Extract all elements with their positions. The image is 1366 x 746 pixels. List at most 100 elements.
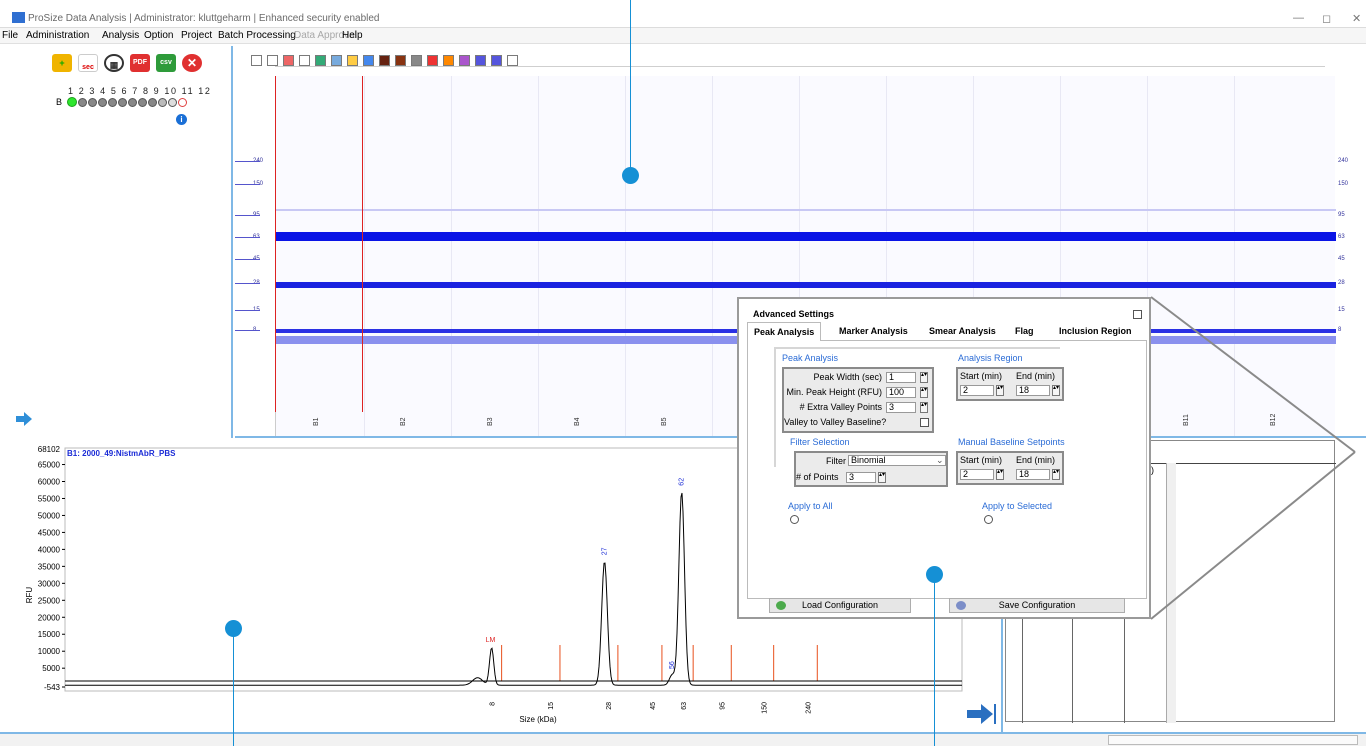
gel-tool-icon[interactable]	[411, 55, 422, 66]
well-b9[interactable]	[148, 97, 158, 107]
well-b1[interactable]	[67, 97, 78, 107]
close-window-button[interactable]: ✕	[1352, 13, 1362, 25]
gel-tool-icon[interactable]	[475, 55, 486, 66]
y-tick-label: 5000	[42, 664, 60, 673]
minimize-button[interactable]: —	[1293, 12, 1304, 24]
menu-batch-processing[interactable]: Batch Processing	[218, 30, 296, 41]
lane-divider	[712, 76, 713, 436]
x-tick-label: 63	[681, 702, 688, 710]
table-scrollbar[interactable]	[1166, 463, 1176, 723]
peak-icon[interactable]	[507, 55, 518, 66]
menu-data-approval: Data Approval	[294, 30, 357, 41]
tab-smear-analysis[interactable]: Smear Analysis	[929, 326, 996, 336]
peak-width-input[interactable]: 1	[886, 372, 916, 383]
tab-flag[interactable]: Flag	[1015, 326, 1034, 336]
pdf-export-icon[interactable]: PDF	[130, 54, 150, 72]
gel-tool-icon[interactable]	[395, 55, 406, 66]
baseline-start-input[interactable]: 2	[960, 469, 994, 480]
x-tick-label: 45	[650, 702, 657, 710]
gel-tool-icon[interactable]	[427, 55, 438, 66]
lane-selection-line[interactable]	[275, 76, 276, 412]
region-end-input[interactable]: 18	[1016, 385, 1050, 396]
csv-export-icon[interactable]: csv	[156, 54, 176, 72]
y-tick-label: 40000	[38, 545, 61, 554]
points-spinner[interactable]: ▴▾	[878, 472, 886, 483]
region-start-input[interactable]: 2	[960, 385, 994, 396]
menu-file[interactable]: File	[2, 30, 19, 41]
refresh-icon	[776, 601, 786, 610]
y-tick-label: 55000	[38, 494, 61, 503]
tab-peak-analysis[interactable]: Peak Analysis	[747, 322, 822, 341]
section-filter-selection: Filter Selection	[790, 437, 850, 447]
extra-valley-input[interactable]: 3	[886, 402, 916, 413]
section-peak-analysis: Peak Analysis	[782, 353, 839, 363]
gel-tool-icon[interactable]	[267, 55, 278, 66]
load-configuration-button[interactable]: Load Configuration	[769, 598, 911, 613]
well-b3[interactable]	[88, 97, 98, 107]
gel-tool-icon[interactable]	[315, 55, 326, 66]
well-b7[interactable]	[128, 97, 138, 107]
menu-analysis[interactable]: Analysis	[102, 30, 140, 41]
well-b4[interactable]	[98, 97, 108, 107]
gel-tool-icon[interactable]	[331, 55, 342, 66]
lane-divider	[1060, 76, 1061, 436]
save-configuration-button[interactable]: Save Configuration	[949, 598, 1125, 613]
well-b5[interactable]	[108, 97, 118, 107]
peak-width-spinner[interactable]: ▴▾	[920, 372, 928, 383]
apply-all-label: Apply to All	[788, 501, 833, 511]
sizing-chart-icon[interactable]: sec	[78, 54, 98, 72]
lane-selection-line[interactable]	[362, 76, 363, 412]
analysis-region-group: Start (min) End (min) 2 ▴▾ 18 ▴▾	[956, 367, 1064, 401]
menu-option[interactable]: Option	[144, 30, 174, 41]
well-b2[interactable]	[78, 97, 88, 107]
gel-tool-icon[interactable]	[379, 55, 390, 66]
move-icon[interactable]	[363, 55, 374, 66]
gel-tool-icon[interactable]	[459, 55, 470, 66]
y-tick-label: 25000	[38, 596, 61, 605]
open-folder-icon[interactable]: +	[52, 54, 72, 72]
arrow-right-icon[interactable]	[16, 412, 32, 426]
baseline-start-spinner[interactable]: ▴▾	[996, 469, 1004, 480]
arrow-right-icon[interactable]	[967, 704, 997, 724]
apply-selected-radio[interactable]	[984, 515, 993, 524]
info-icon[interactable]: i	[176, 114, 187, 125]
tab-inclusion-region[interactable]: Inclusion Region	[1059, 326, 1132, 336]
gel-tool-icon[interactable]	[443, 55, 454, 66]
min-height-input[interactable]: 100	[886, 387, 916, 398]
settings-frame	[774, 347, 1060, 467]
lane-divider	[625, 76, 626, 436]
summary-icon[interactable]: ▦	[104, 54, 124, 72]
baseline-end-input[interactable]: 18	[1016, 469, 1050, 480]
menu-help[interactable]: Help	[342, 30, 363, 41]
gel-tool-icon[interactable]	[491, 55, 502, 66]
well-b8[interactable]	[138, 97, 148, 107]
pin-icon[interactable]	[1133, 310, 1142, 319]
sample-title: B1: 2000_49:NistmAbR_PBS	[67, 449, 176, 458]
points-label: # of Points	[796, 472, 839, 482]
well-b10[interactable]	[158, 97, 168, 107]
points-input[interactable]: 3	[846, 472, 876, 483]
well-b12[interactable]	[178, 97, 188, 107]
region-start-spinner[interactable]: ▴▾	[996, 385, 1004, 396]
restore-button[interactable]: ◻	[1322, 13, 1332, 25]
chevron-down-icon[interactable]: ⌄	[936, 455, 944, 465]
well-b6[interactable]	[118, 97, 128, 107]
region-end-spinner[interactable]: ▴▾	[1052, 385, 1060, 396]
menu-administration[interactable]: Administration	[26, 30, 90, 41]
min-height-spinner[interactable]: ▴▾	[920, 387, 928, 398]
gel-tool-icon[interactable]	[299, 55, 310, 66]
gel-tool-icon[interactable]	[347, 55, 358, 66]
extra-valley-spinner[interactable]: ▴▾	[920, 402, 928, 413]
filter-dropdown[interactable]: Binomial	[848, 455, 946, 466]
baseline-end-spinner[interactable]: ▴▾	[1052, 469, 1060, 480]
section-analysis-region: Analysis Region	[958, 353, 1023, 363]
close-red-icon[interactable]: ✕	[182, 54, 202, 72]
gel-tool-icon[interactable]	[283, 55, 294, 66]
mw-label: 45	[1338, 256, 1345, 262]
gel-tool-icon[interactable]	[251, 55, 262, 66]
valley-baseline-checkbox[interactable]	[920, 418, 929, 427]
apply-all-radio[interactable]	[790, 515, 799, 524]
well-b11[interactable]	[168, 97, 178, 107]
menu-project[interactable]: Project	[181, 30, 213, 41]
tab-marker-analysis[interactable]: Marker Analysis	[839, 326, 908, 336]
